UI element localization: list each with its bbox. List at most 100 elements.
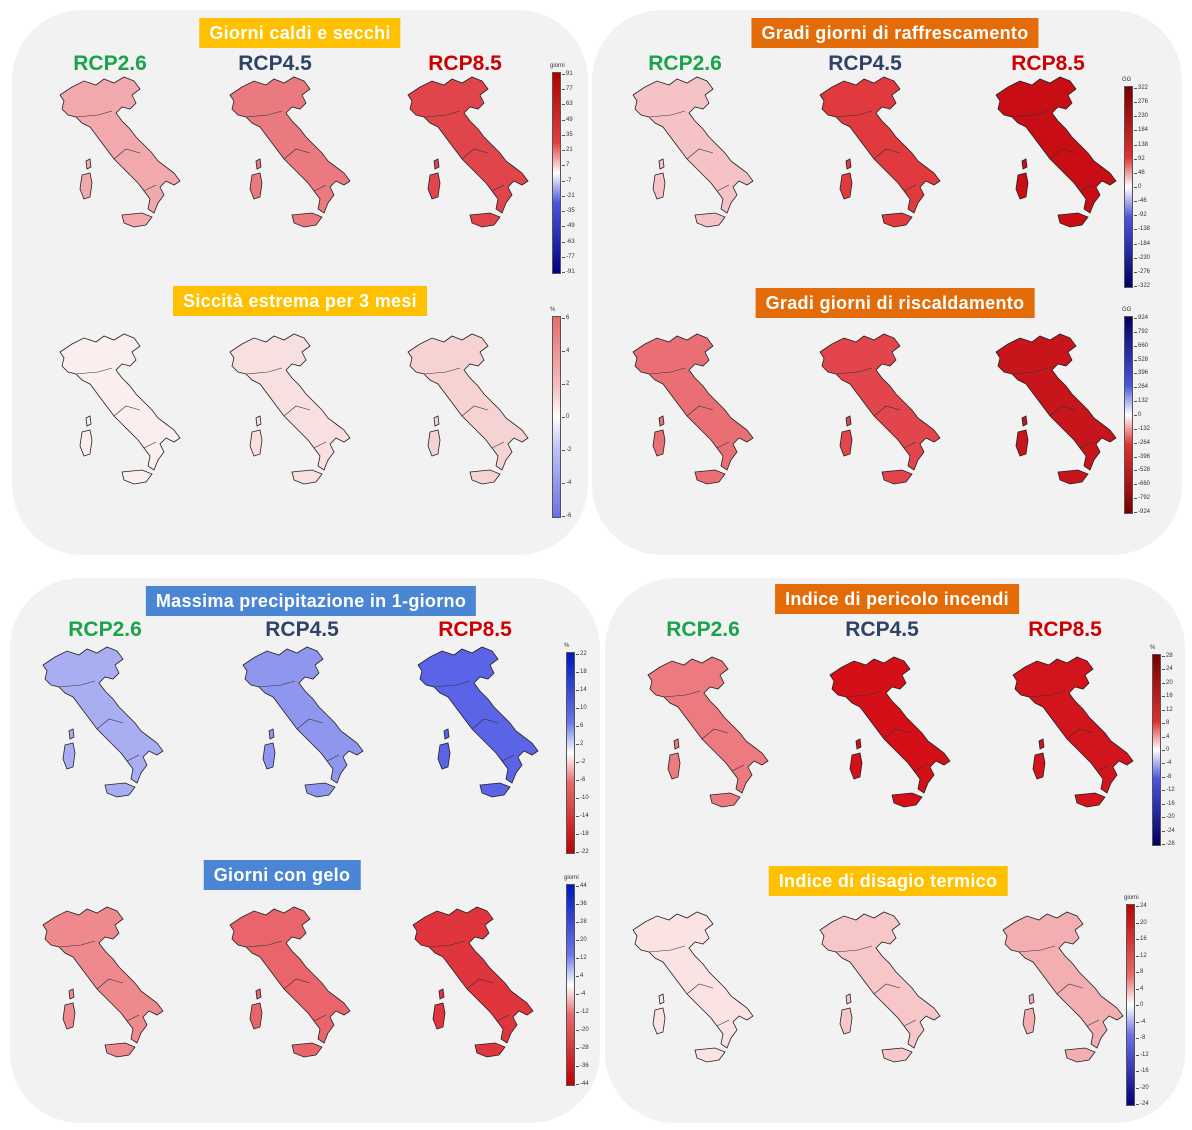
colorbar-tick-label: 46 bbox=[1134, 169, 1145, 176]
region-border bbox=[1011, 367, 1093, 449]
colorbar-raffrescamento bbox=[1124, 86, 1133, 288]
map-riscaldamento-rcp8-5 bbox=[988, 332, 1123, 507]
sicily bbox=[694, 1047, 726, 1063]
colorbar-tick-label: -12 bbox=[576, 1009, 589, 1015]
map-precipitazione-rcp8-5 bbox=[410, 645, 545, 820]
sardinia bbox=[839, 172, 853, 200]
colorbar-tick-label: 49 bbox=[562, 116, 573, 123]
map-incendi-rcp4-5 bbox=[822, 655, 957, 830]
scenario-label-rcp2-6: RCP2.6 bbox=[648, 52, 722, 75]
map-precipitazione-rcp2-6 bbox=[35, 645, 170, 820]
colorbar-tick-label: -63 bbox=[562, 238, 575, 245]
sicily bbox=[479, 782, 511, 798]
colorbar-unit: giorni bbox=[1124, 895, 1139, 901]
sicily bbox=[1064, 1047, 1096, 1063]
colorbar-tick-label: -36 bbox=[576, 1063, 589, 1069]
map-disagio-rcp4-5 bbox=[812, 910, 947, 1085]
colorbar-tick-label: -22 bbox=[576, 849, 589, 855]
sicily bbox=[1057, 212, 1089, 228]
colorbar-tick-label: -20 bbox=[1136, 1084, 1149, 1091]
region-border bbox=[1018, 945, 1100, 1027]
corsica bbox=[855, 738, 862, 750]
colorbar-tick-label: 16 bbox=[1136, 936, 1147, 942]
colorbar-tick-label: 24 bbox=[1162, 666, 1173, 673]
sicily bbox=[104, 1042, 136, 1058]
colorbar-tick-label: -20 bbox=[1162, 814, 1175, 821]
italy-mainland bbox=[229, 76, 351, 214]
italy-mainland bbox=[407, 76, 529, 214]
italy-mainland bbox=[229, 906, 351, 1044]
colorbar-tick-label: 4 bbox=[1161, 733, 1170, 740]
sardinia bbox=[849, 752, 863, 780]
region-border bbox=[58, 680, 140, 762]
colorbar-tick-label: 2 bbox=[561, 381, 570, 387]
colorbar-tick-label: -12 bbox=[1136, 1051, 1149, 1058]
sicily bbox=[891, 792, 923, 808]
sardinia bbox=[652, 429, 666, 457]
sardinia bbox=[262, 742, 276, 770]
colorbar-tick-label: -14 bbox=[576, 813, 589, 819]
italy-mainland bbox=[632, 911, 754, 1049]
corsica bbox=[68, 728, 75, 740]
region-border bbox=[648, 367, 730, 449]
italy-mainland bbox=[819, 911, 941, 1049]
colorbar-tick-label: -184 bbox=[1133, 240, 1151, 247]
colorbar-gelo bbox=[566, 884, 575, 1086]
colorbar-tick-label: 24 bbox=[1136, 903, 1147, 909]
colorbar-tick-label: -24 bbox=[1162, 827, 1175, 834]
scenario-label-rcp4-5: RCP4.5 bbox=[828, 52, 902, 75]
colorbar-tick-label: -16 bbox=[1136, 1068, 1149, 1074]
corsica bbox=[1021, 158, 1028, 170]
sardinia bbox=[652, 172, 666, 200]
colorbar-tick-label: -2 bbox=[575, 759, 586, 765]
colorbar-tick-label: -264 bbox=[1133, 439, 1151, 446]
colorbar-tick-label: 276 bbox=[1133, 99, 1149, 106]
scenario-label-rcp8-5: RCP8.5 bbox=[1028, 618, 1102, 641]
sardinia bbox=[1022, 1007, 1036, 1035]
colorbar-tick-label: -92 bbox=[1134, 212, 1147, 219]
region-border bbox=[648, 945, 730, 1027]
region-border bbox=[245, 110, 327, 192]
region-border bbox=[845, 690, 927, 772]
corsica bbox=[268, 728, 275, 740]
sardinia bbox=[667, 752, 681, 780]
map-gelo-rcp4-5 bbox=[222, 905, 357, 1080]
colorbar-tick-label: 20 bbox=[1136, 919, 1147, 926]
colorbar-unit: giorni bbox=[550, 63, 565, 69]
region-border bbox=[648, 110, 730, 192]
colorbar-tick-label: -18 bbox=[576, 831, 589, 837]
colorbar-tick-label: -49 bbox=[562, 223, 575, 230]
colorbar-tick-label: 35 bbox=[562, 131, 573, 138]
indicator-title-siccita: Siccità estrema per 3 mesi bbox=[173, 286, 427, 316]
corsica bbox=[443, 728, 450, 740]
colorbar-tick-label: -28 bbox=[576, 1045, 589, 1051]
region-border bbox=[835, 945, 917, 1027]
sardinia bbox=[62, 742, 76, 770]
region-border bbox=[1011, 110, 1093, 192]
region-border bbox=[423, 110, 505, 192]
colorbar-tick-label: -77 bbox=[562, 253, 575, 260]
corsica bbox=[673, 738, 680, 750]
italy-mainland bbox=[1002, 911, 1124, 1049]
colorbar-unit: giorni bbox=[564, 875, 579, 881]
sardinia bbox=[1015, 172, 1029, 200]
colorbar-unit: % bbox=[550, 307, 556, 313]
scenario-label-rcp4-5: RCP4.5 bbox=[265, 618, 339, 641]
scenario-label-rcp2-6: RCP2.6 bbox=[73, 52, 147, 75]
colorbar-tick-label: -322 bbox=[1133, 283, 1151, 289]
italy-mainland bbox=[42, 906, 164, 1044]
colorbar-tick-label: -792 bbox=[1133, 495, 1151, 502]
colorbar-tick-label: 0 bbox=[561, 414, 570, 420]
colorbar-tick-label: 63 bbox=[562, 101, 573, 108]
region-border bbox=[245, 367, 327, 449]
colorbar-giorni-caldi bbox=[552, 72, 561, 274]
map-disagio-rcp8-5 bbox=[995, 910, 1130, 1085]
sardinia bbox=[249, 429, 263, 457]
indicator-title-giorni-caldi: Giorni caldi e secchi bbox=[199, 18, 401, 48]
colorbar-tick-label: 8 bbox=[1161, 720, 1170, 727]
colorbar-tick-label: 6 bbox=[575, 723, 584, 729]
region-border bbox=[75, 110, 157, 192]
map-raffrescamento-rcp8-5 bbox=[988, 75, 1123, 250]
colorbar-tick-label: 6 bbox=[561, 315, 570, 321]
colorbar-tick-label: 12 bbox=[1162, 706, 1173, 713]
